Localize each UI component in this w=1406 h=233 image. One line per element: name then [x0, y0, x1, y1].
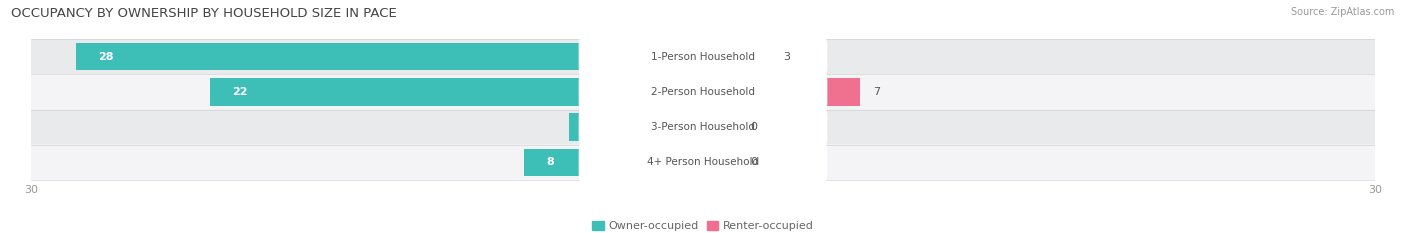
Legend: Owner-occupied, Renter-occupied: Owner-occupied, Renter-occupied	[592, 221, 814, 231]
Text: Source: ZipAtlas.com: Source: ZipAtlas.com	[1291, 7, 1395, 17]
Text: 2-Person Household: 2-Person Household	[651, 87, 755, 97]
FancyBboxPatch shape	[31, 110, 1375, 145]
FancyBboxPatch shape	[31, 39, 1375, 74]
FancyBboxPatch shape	[579, 70, 827, 113]
FancyBboxPatch shape	[579, 106, 827, 149]
Text: 0: 0	[749, 157, 756, 167]
Text: 4+ Person Household: 4+ Person Household	[647, 157, 759, 167]
Bar	[209, 78, 703, 106]
FancyBboxPatch shape	[31, 74, 1375, 110]
Text: 7: 7	[873, 87, 880, 97]
Text: 6: 6	[591, 122, 599, 132]
Bar	[703, 113, 737, 141]
Text: 0: 0	[749, 122, 756, 132]
Bar	[703, 78, 860, 106]
Text: OCCUPANCY BY OWNERSHIP BY HOUSEHOLD SIZE IN PACE: OCCUPANCY BY OWNERSHIP BY HOUSEHOLD SIZE…	[11, 7, 396, 20]
Bar	[703, 149, 737, 176]
Bar	[524, 149, 703, 176]
FancyBboxPatch shape	[31, 145, 1375, 180]
Text: 28: 28	[98, 52, 114, 62]
Text: 22: 22	[232, 87, 247, 97]
Text: 3-Person Household: 3-Person Household	[651, 122, 755, 132]
Text: 8: 8	[546, 157, 554, 167]
Bar	[568, 113, 703, 141]
Text: 3: 3	[783, 52, 790, 62]
FancyBboxPatch shape	[579, 35, 827, 78]
FancyBboxPatch shape	[579, 141, 827, 184]
Bar	[703, 43, 770, 70]
Bar	[76, 43, 703, 70]
Text: 1-Person Household: 1-Person Household	[651, 52, 755, 62]
